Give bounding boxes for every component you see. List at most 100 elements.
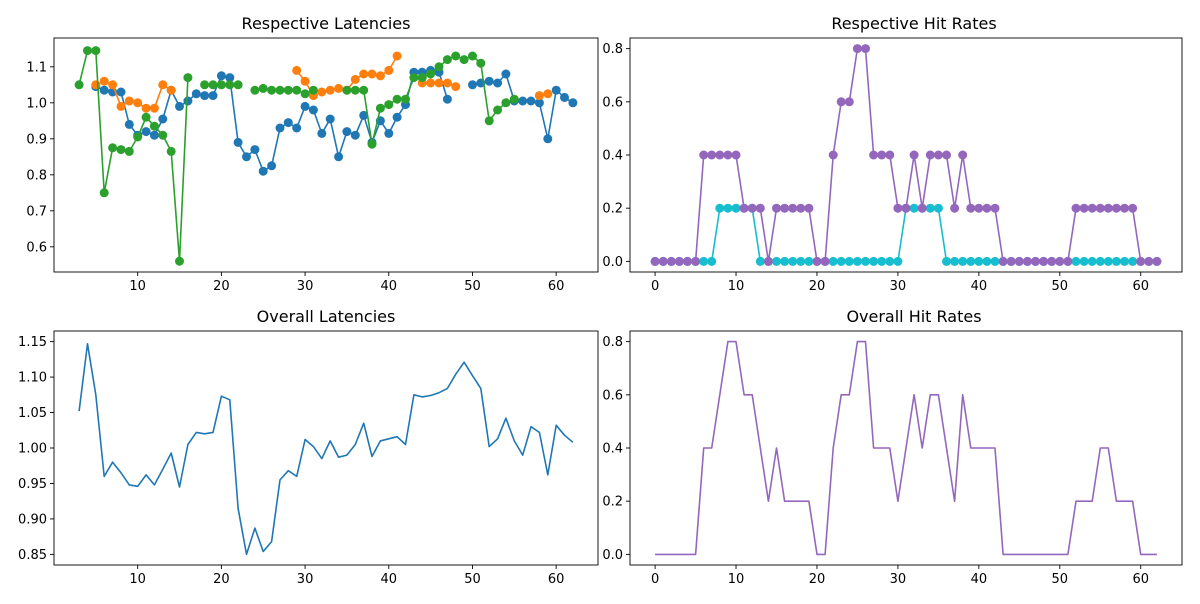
respective-latencies-series-2-point-21 [250,85,260,95]
respective-latencies-series-1-point-5 [133,98,143,108]
respective-hit-rates-series-1-point-41 [982,203,992,213]
overall-latencies-xtick-label-1: 20 [213,572,230,587]
respective-latencies-series-2-point-49 [501,98,511,108]
respective-latencies-series-2-point-25 [283,85,293,95]
respective-latencies-series-0-point-29 [334,152,344,162]
respective-hit-rates-series-1-point-18 [796,203,806,213]
respective-hit-rates-series-1-point-40 [974,203,984,213]
respective-latencies-series-1-point-14 [317,87,327,97]
respective-hit-rates-series-1-point-59 [1128,203,1138,213]
respective-hit-rates-series-1-point-37 [950,203,960,213]
respective-latencies-series-0-point-24 [292,123,302,133]
respective-hit-rates-series-1-point-19 [804,203,814,213]
respective-hit-rates-series-1-point-50 [1055,256,1065,266]
respective-latencies-series-0-point-35 [384,128,394,138]
respective-latencies-series-2-point-40 [426,69,436,79]
respective-latencies-series-2-point-22 [258,83,268,93]
overall-latencies-ytick-label-6: 1.15 [18,335,47,350]
respective-latencies-panel: Respective Latencies 10 20 30 40 50 60 0.6 0.7 0… [26,14,599,294]
respective-hit-rates-series-1-point-58 [1120,203,1129,213]
respective-hit-rates-series-0-point-32 [909,203,919,213]
respective-hit-rates-series-0-point-41 [982,256,992,266]
respective-latencies-series-1-point-22 [384,65,394,75]
overall-hit-rates-xtick-label-0: 0 [651,572,659,587]
respective-hit-rates-series-0-point-42 [990,256,1000,266]
respective-latencies-series-0-point-16 [225,73,235,83]
respective-latencies-series-0-point-13 [200,91,210,101]
respective-latencies-series-1-point-0 [91,80,101,90]
respective-latencies-series-0-point-48 [501,69,511,79]
respective-latencies-series-1-point-6 [141,103,151,113]
respective-hit-rates-series-0-point-22 [828,256,838,266]
respective-hit-rates-series-1-point-7 [707,150,717,160]
respective-hit-rates-series-0-point-24 [844,256,854,266]
respective-hit-rates-series-0-point-59 [1128,256,1138,266]
respective-hit-rates-series-0-point-18 [796,256,806,266]
respective-latencies-series-0-point-52 [534,98,544,108]
respective-latencies-series-2-point-15 [200,80,210,90]
respective-latencies-series-1-point-7 [149,103,159,113]
respective-latencies-series-0-point-4 [124,119,134,129]
respective-hit-rates-series-0-point-9 [723,203,733,213]
respective-latencies-series-1-point-16 [334,83,344,93]
overall-latencies-xtick-label-5: 60 [548,572,565,587]
respective-latencies-axes-frame [53,37,599,273]
respective-hit-rates-series-0-point-55 [1095,256,1105,266]
respective-hit-rates-series-0-point-40 [974,256,984,266]
respective-hit-rates-series-1-point-49 [1047,256,1057,266]
respective-hit-rates-series-1-point-26 [861,44,870,54]
respective-latencies-series-0-point-6 [141,127,151,137]
respective-latencies-series-2-point-43 [451,51,461,61]
respective-latencies-series-2-point-28 [308,85,318,95]
respective-hit-rates-series-0-point-57 [1111,256,1121,266]
overall-latencies-series-0-line-0 [78,342,574,556]
respective-hit-rates-series-1-point-21 [820,256,830,266]
respective-latencies-series-0-point-50 [518,96,528,106]
respective-latencies-series-0-point-54 [551,85,561,95]
respective-latencies-series-1-point-32 [543,89,553,99]
respective-hit-rates-series-1-point-53 [1079,203,1089,213]
respective-latencies-series-0-point-32 [359,110,369,120]
respective-hit-rates-series-1-point-60 [1136,256,1146,266]
respective-latencies-series-0-point-1 [99,85,109,95]
respective-hit-rates-series-1-point-6 [699,150,709,160]
respective-latencies-series-0-point-27 [317,128,327,138]
overall-latencies-xtick-label-0: 10 [129,572,146,587]
respective-latencies-series-2-point-32 [359,85,369,95]
respective-latencies-series-0-point-55 [560,92,569,102]
respective-latencies-ytick-label-2: 0.8 [26,168,47,183]
respective-latencies-xtick-label-3: 40 [380,279,397,294]
respective-hit-rates-series-1-point-24 [844,97,854,107]
overall-hit-rates-series-0-line-0 [655,340,1157,556]
respective-hit-rates-series-1-point-14 [763,256,773,266]
respective-hit-rates-ytick-label-1: 0.2 [602,202,623,217]
respective-hit-rates-xtick-label-3: 30 [890,279,907,294]
respective-latencies-series-2-point-10 [158,130,168,140]
overall-latencies-ytick-label-4: 1.05 [18,406,47,421]
overall-latencies-xtick-label-4: 50 [464,572,481,587]
respective-latencies-series-2-point-16 [208,80,218,90]
respective-latencies-series-0-point-26 [308,105,318,115]
respective-latencies-series-1-point-3 [116,101,126,111]
respective-hit-rates-series-0-point-39 [966,256,976,266]
respective-latencies-series-1-point-28 [442,78,452,88]
respective-latencies-series-2-point-27 [300,89,310,99]
respective-hit-rates-series-0-point-6 [699,256,709,266]
respective-hit-rates-series-1-point-2 [666,256,676,266]
respective-hit-rates-series-1-point-8 [715,150,725,160]
respective-hit-rates-series-1-point-25 [852,44,862,54]
respective-hit-rates-series-1-point-23 [836,97,846,107]
overall-latencies-ytick-label-3: 1.00 [18,442,47,457]
respective-hit-rates-series-0-point-10 [731,203,741,213]
respective-hit-rates-series-1-point-46 [1022,256,1032,266]
respective-latencies-series-0-point-3 [116,87,126,97]
respective-latencies-series-2-point-37 [401,94,410,104]
respective-latencies-series-2-point-0 [74,80,84,90]
respective-hit-rates-series-0-point-29 [885,256,895,266]
respective-latencies-series-0-point-31 [350,130,360,140]
respective-hit-rates-series-0-point-19 [804,256,814,266]
respective-latencies-series-1-point-9 [166,85,176,95]
respective-hit-rates-series-1-point-35 [933,150,943,160]
respective-latencies-series-2-point-8 [141,112,151,122]
respective-latencies-xtick-label-4: 50 [464,279,481,294]
